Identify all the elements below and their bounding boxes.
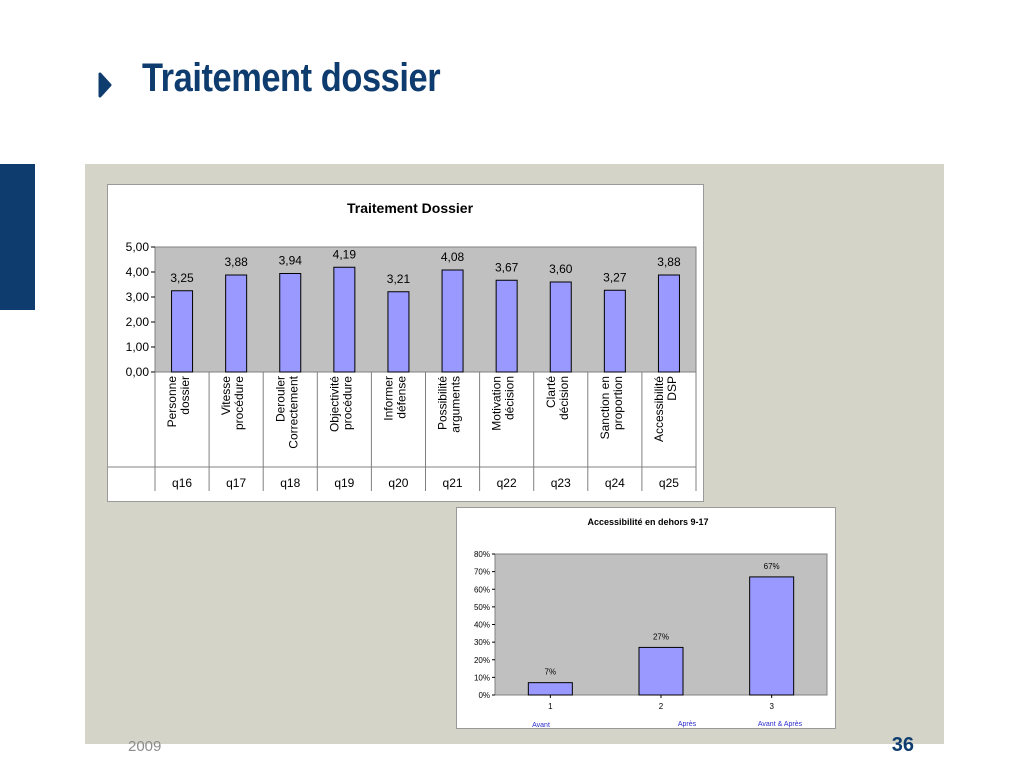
bar xyxy=(495,279,518,373)
x-tick-label: 3 xyxy=(769,702,774,711)
category-code: q21 xyxy=(443,476,463,490)
data-label: 3,60 xyxy=(549,262,573,276)
category-label: procédure xyxy=(340,376,354,430)
chart-traitement-dossier: Traitement Dossier 0,00 1,00 2,00 3,00 4,00 5,… xyxy=(107,184,704,502)
bar xyxy=(333,266,356,373)
y-tick-label: 20% xyxy=(474,656,490,665)
chart-traitement-dossier-svg: Traitement Dossier 0,00 1,00 2,00 3,00 4,00 5,… xyxy=(108,200,697,491)
category-code: q19 xyxy=(334,476,354,490)
bar xyxy=(387,291,410,373)
bar xyxy=(549,281,572,373)
chart-title: Accessibilité en dehors 9-17 xyxy=(587,517,708,527)
y-tick-label: 0,00 xyxy=(126,365,150,379)
bar xyxy=(171,290,194,373)
y-tick-label: 40% xyxy=(474,621,490,630)
chart-accessibilite-svg: Accessibilité en dehors 9-17 0% 10% 20% 30% 4… xyxy=(474,517,828,729)
category-note: Après xyxy=(678,721,697,728)
category-label: défense xyxy=(394,376,408,419)
category-code: q25 xyxy=(659,476,679,490)
category-label: décision xyxy=(503,376,517,420)
data-label: 3,67 xyxy=(495,260,519,274)
category-code: q17 xyxy=(226,476,246,490)
data-label: 4,08 xyxy=(441,250,465,264)
bar xyxy=(638,646,684,696)
data-label: 3,94 xyxy=(279,254,303,268)
y-tick-label: 30% xyxy=(474,638,490,647)
y-tick-label: 2,00 xyxy=(126,315,150,329)
y-tick-label: 0% xyxy=(478,691,490,700)
y-tick-label: 80% xyxy=(474,550,490,559)
data-label: 3,88 xyxy=(224,255,248,269)
category-label: Possibilité xyxy=(436,376,450,430)
category-label: procédure xyxy=(232,376,246,430)
category-label: dossier xyxy=(178,376,192,415)
bar xyxy=(441,269,464,373)
data-label: 4,19 xyxy=(333,247,357,261)
data-label: 3,25 xyxy=(170,271,194,285)
category-label: Motivation xyxy=(490,376,504,431)
bar xyxy=(657,274,680,373)
data-label: 3,27 xyxy=(603,270,627,284)
y-tick-label: 5,00 xyxy=(126,240,150,254)
chart-title: Traitement Dossier xyxy=(347,200,474,216)
footer-year: 2009 xyxy=(128,738,162,755)
category-label: Derouler xyxy=(273,376,287,422)
y-tick-label: 50% xyxy=(474,603,490,612)
category-code: q16 xyxy=(172,476,192,490)
category-label: Correctement xyxy=(286,375,300,448)
bar xyxy=(749,576,795,696)
triangle-right-bullet-icon xyxy=(98,72,112,98)
bar xyxy=(225,274,248,373)
bar xyxy=(527,682,573,696)
category-label: Clarté xyxy=(544,376,558,408)
category-label: proportion xyxy=(611,376,625,430)
left-accent-bar xyxy=(0,164,35,310)
category-label: Sanction en xyxy=(598,376,612,439)
category-label: Vitesse xyxy=(219,376,233,415)
chart-accessibilite: Accessibilité en dehors 9-17 0% 10% 20% 30% 4… xyxy=(456,507,836,729)
y-tick-label: 3,00 xyxy=(126,290,150,304)
category-label: décision xyxy=(557,376,571,420)
y-tick-label: 4,00 xyxy=(126,265,150,279)
bar xyxy=(603,289,626,373)
category-code: q18 xyxy=(280,476,300,490)
category-label: Accessibilité xyxy=(652,376,666,442)
page-number: 36 xyxy=(891,734,914,756)
data-label: 7% xyxy=(545,668,557,677)
category-code: q23 xyxy=(551,476,571,490)
data-label: 3,88 xyxy=(657,255,681,269)
bar xyxy=(279,273,302,373)
category-label: DSP xyxy=(665,376,679,401)
category-note: Avant xyxy=(532,722,550,729)
data-label: 3,21 xyxy=(387,272,411,286)
category-code: q24 xyxy=(605,476,625,490)
category-label: Objectivité xyxy=(327,376,341,432)
x-tick-label: 2 xyxy=(659,702,664,711)
y-tick-label: 10% xyxy=(474,673,490,682)
category-label: Informer xyxy=(381,376,395,421)
category-label: arguments xyxy=(449,376,463,433)
data-label: 27% xyxy=(653,632,669,641)
category-note: Avant & Après xyxy=(758,721,803,728)
x-tick-label: 1 xyxy=(548,702,553,711)
y-tick-label: 60% xyxy=(474,585,490,594)
y-tick-label: 70% xyxy=(474,568,490,577)
category-code: q22 xyxy=(497,476,517,490)
y-tick-label: 1,00 xyxy=(126,340,150,354)
data-label: 67% xyxy=(764,562,780,571)
slide-title: Traitement dossier xyxy=(142,56,441,100)
category-label: Personne xyxy=(165,376,179,428)
category-code: q20 xyxy=(388,476,408,490)
